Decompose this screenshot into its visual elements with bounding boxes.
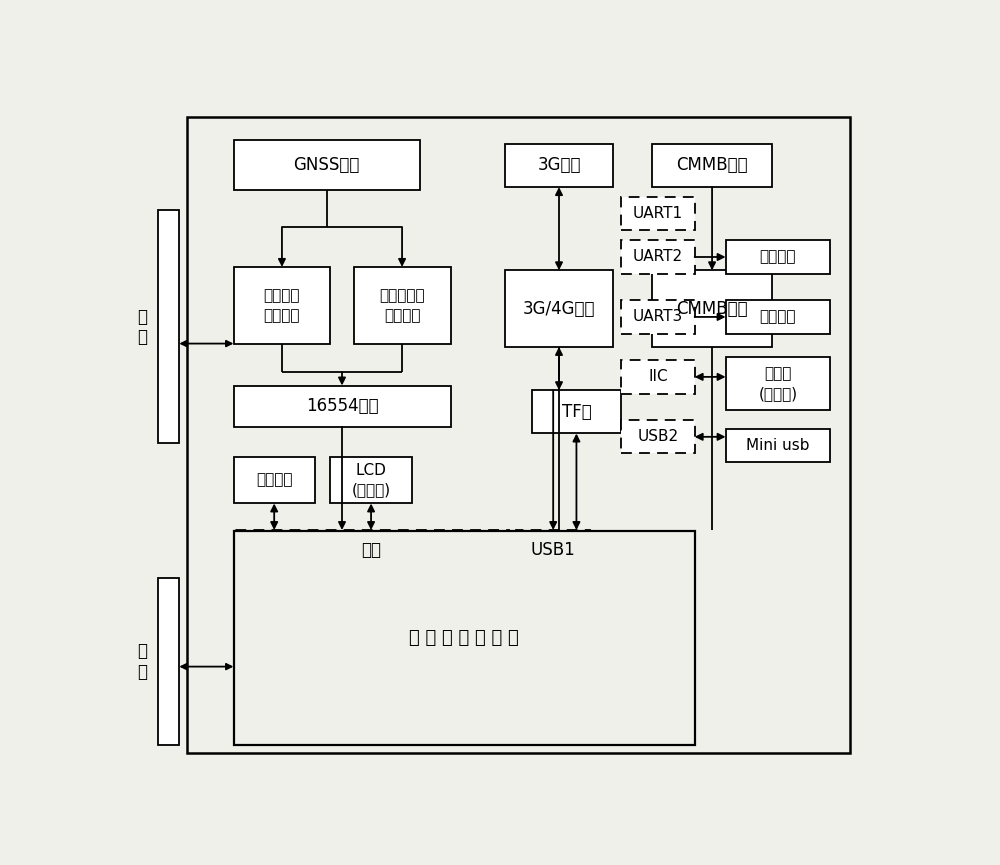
Text: CMMB模块: CMMB模块 (676, 299, 748, 317)
FancyBboxPatch shape (505, 144, 613, 187)
Text: 中 央 处 理 器 模 块: 中 央 处 理 器 模 块 (409, 629, 519, 647)
FancyBboxPatch shape (234, 457, 315, 503)
FancyBboxPatch shape (234, 140, 420, 190)
Text: 触摸屏
(调试用): 触摸屏 (调试用) (758, 366, 798, 401)
FancyBboxPatch shape (330, 457, 412, 503)
FancyBboxPatch shape (621, 197, 695, 230)
Text: 以太网口: 以太网口 (256, 472, 292, 488)
FancyBboxPatch shape (532, 390, 621, 433)
FancyBboxPatch shape (621, 360, 695, 394)
FancyBboxPatch shape (652, 270, 772, 347)
Text: LCD
(调试用): LCD (调试用) (352, 463, 391, 497)
FancyBboxPatch shape (621, 300, 695, 334)
Text: 调试串口: 调试串口 (760, 310, 796, 324)
Text: 3G天线: 3G天线 (537, 157, 581, 175)
FancyBboxPatch shape (621, 240, 695, 273)
Text: USB1: USB1 (531, 541, 576, 559)
FancyBboxPatch shape (234, 531, 695, 745)
FancyBboxPatch shape (158, 578, 179, 745)
Text: 3G/4G模块: 3G/4G模块 (523, 299, 595, 317)
Text: TF卡: TF卡 (562, 403, 591, 421)
Text: GNSS天线: GNSS天线 (293, 157, 360, 175)
Text: UART3: UART3 (633, 310, 683, 324)
Text: UART2: UART2 (633, 249, 683, 265)
FancyBboxPatch shape (652, 144, 772, 187)
FancyBboxPatch shape (187, 117, 850, 753)
FancyBboxPatch shape (234, 530, 509, 570)
FancyBboxPatch shape (726, 240, 830, 273)
FancyBboxPatch shape (726, 429, 830, 462)
FancyBboxPatch shape (726, 357, 830, 410)
Text: 单双频载波
定位模块: 单双频载波 定位模块 (379, 288, 425, 323)
Text: 单频伪距
定位模块: 单频伪距 定位模块 (264, 288, 300, 323)
FancyBboxPatch shape (516, 530, 590, 570)
FancyBboxPatch shape (505, 270, 613, 347)
Text: 16554串口: 16554串口 (306, 397, 378, 415)
Text: UART1: UART1 (633, 206, 683, 221)
Text: 电
源: 电 源 (137, 308, 147, 346)
FancyBboxPatch shape (234, 267, 330, 343)
Text: Mini usb: Mini usb (746, 438, 810, 453)
Text: USB2: USB2 (637, 429, 678, 445)
FancyBboxPatch shape (354, 267, 450, 343)
Text: CMMB天线: CMMB天线 (676, 157, 748, 175)
FancyBboxPatch shape (158, 210, 179, 444)
FancyBboxPatch shape (726, 300, 830, 334)
FancyBboxPatch shape (621, 420, 695, 453)
Text: 数据串口: 数据串口 (760, 249, 796, 265)
Text: 总线: 总线 (361, 541, 381, 559)
Text: IIC: IIC (648, 369, 668, 384)
Text: 时
钟: 时 钟 (137, 642, 147, 681)
FancyBboxPatch shape (234, 386, 451, 426)
